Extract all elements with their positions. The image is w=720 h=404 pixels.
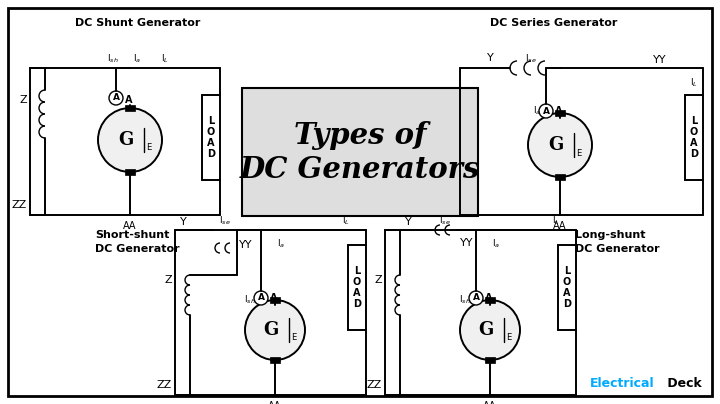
Text: L
O
A
D: L O A D: [690, 116, 698, 159]
Text: E: E: [146, 143, 151, 152]
Text: L
O
A
D: L O A D: [563, 266, 571, 309]
Text: AA: AA: [269, 401, 282, 404]
Text: DC Shunt Generator: DC Shunt Generator: [75, 18, 200, 28]
Bar: [555, 174, 565, 180]
Text: L
O
A
D: L O A D: [353, 266, 361, 309]
Bar: [348, 245, 366, 330]
Text: Electrical: Electrical: [590, 377, 654, 390]
Text: Z: Z: [164, 275, 172, 285]
Bar: [555, 110, 565, 116]
Text: Z: Z: [19, 95, 27, 105]
Text: I$_a$: I$_a$: [133, 53, 141, 65]
Text: DC Generator: DC Generator: [575, 244, 660, 254]
Text: I$_L$: I$_L$: [690, 77, 698, 89]
Text: ZZ: ZZ: [366, 380, 382, 390]
Ellipse shape: [528, 113, 592, 177]
Text: L
O
A
D: L O A D: [207, 116, 215, 159]
Text: I$_a$: I$_a$: [277, 238, 285, 250]
Ellipse shape: [98, 108, 162, 172]
Text: Long-shunt: Long-shunt: [575, 230, 646, 240]
Text: I$_L$: I$_L$: [552, 215, 560, 227]
Circle shape: [469, 291, 483, 305]
Text: I$_{sh}$: I$_{sh}$: [244, 294, 256, 306]
Text: AA: AA: [123, 221, 137, 231]
Bar: [125, 105, 135, 111]
Text: Y: Y: [179, 217, 186, 227]
Bar: [202, 95, 220, 180]
Circle shape: [109, 91, 123, 105]
Text: A: A: [270, 293, 277, 303]
Text: A: A: [125, 95, 132, 105]
Text: A: A: [542, 107, 549, 116]
Text: A: A: [112, 93, 120, 103]
Text: I$_{se}$: I$_{se}$: [219, 215, 231, 227]
Text: DC Series Generator: DC Series Generator: [490, 18, 617, 28]
Text: G: G: [264, 321, 279, 339]
Bar: [270, 297, 280, 303]
Ellipse shape: [460, 300, 520, 360]
Text: DC Generator: DC Generator: [95, 244, 179, 254]
Text: A: A: [472, 293, 480, 303]
Bar: [558, 245, 576, 330]
Text: AA: AA: [553, 221, 567, 231]
Text: YY: YY: [239, 240, 253, 250]
Text: Y: Y: [487, 53, 493, 63]
Bar: [485, 297, 495, 303]
Text: AA: AA: [483, 401, 497, 404]
Text: I$_{sh}$: I$_{sh}$: [107, 53, 119, 65]
Text: ZZ: ZZ: [12, 200, 27, 210]
Text: G: G: [118, 131, 134, 149]
Text: I$_a$: I$_a$: [533, 105, 541, 117]
Bar: [685, 95, 703, 180]
Text: I$_{se}$: I$_{se}$: [439, 215, 451, 227]
Text: A: A: [258, 293, 264, 303]
Text: Z: Z: [374, 275, 382, 285]
Ellipse shape: [245, 300, 305, 360]
Text: G: G: [549, 136, 564, 154]
Text: Short-shunt: Short-shunt: [95, 230, 169, 240]
Text: Deck: Deck: [663, 377, 702, 390]
Circle shape: [539, 104, 553, 118]
Text: YY: YY: [460, 238, 474, 248]
Text: I$_L$: I$_L$: [161, 53, 169, 65]
Text: Y: Y: [405, 217, 412, 227]
Circle shape: [254, 291, 268, 305]
Text: I$_{se}$: I$_{se}$: [525, 53, 537, 65]
Bar: [270, 357, 280, 363]
Text: I$_{sh}$: I$_{sh}$: [459, 294, 471, 306]
Text: E: E: [291, 333, 296, 343]
Bar: [125, 169, 135, 175]
Text: A: A: [485, 293, 492, 303]
Text: ZZ: ZZ: [157, 380, 172, 390]
Text: I$_a$: I$_a$: [492, 238, 500, 250]
Text: YY: YY: [653, 55, 667, 65]
Bar: [485, 357, 495, 363]
Text: I$_L$: I$_L$: [342, 215, 350, 227]
Text: DC Generators: DC Generators: [240, 156, 480, 185]
Text: Types of: Types of: [294, 122, 426, 151]
Text: E: E: [506, 333, 511, 343]
Bar: [242, 88, 478, 216]
Text: E: E: [576, 149, 581, 158]
Text: A: A: [555, 106, 562, 116]
Text: G: G: [478, 321, 494, 339]
